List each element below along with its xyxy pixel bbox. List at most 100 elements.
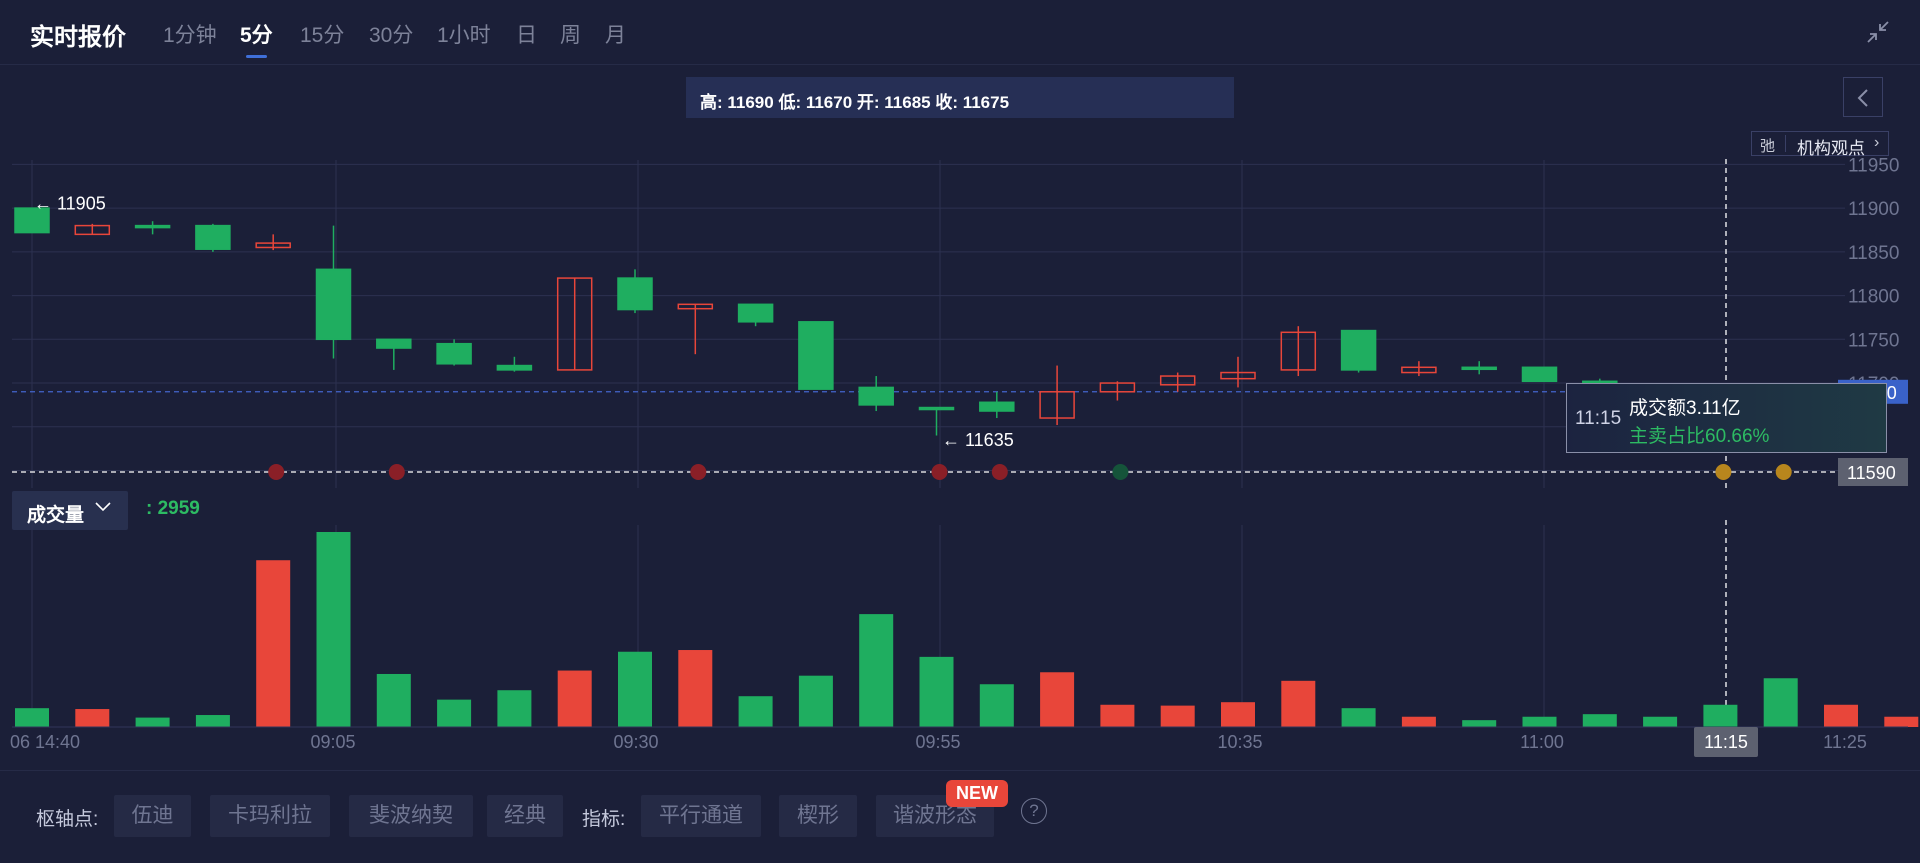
y-tick-label: 11750: [1848, 330, 1899, 351]
crosshair-price-tag-label: 11590: [1847, 463, 1896, 483]
x-tick-label: 10:35: [1217, 732, 1262, 752]
volume-bar: [1522, 716, 1557, 727]
tab-period-7[interactable]: 月: [605, 24, 626, 47]
candle-body: [858, 386, 894, 406]
volume-bar: [738, 696, 773, 727]
volume-bar: [1462, 720, 1497, 727]
x-tick-label: 09:55: [915, 732, 960, 752]
candle-body: [556, 277, 593, 371]
y-tick-label: 11950: [1848, 155, 1899, 176]
institutional-view-button[interactable]: 弛 机构观点 ›: [1751, 131, 1889, 158]
tab-period-6[interactable]: 周: [560, 24, 581, 47]
volume-bar: [919, 656, 954, 727]
chevron-down-icon: [95, 502, 111, 512]
indicator-select-label: 成交量: [27, 505, 85, 526]
institution-icon: 弛: [1760, 138, 1776, 155]
collapse-icon[interactable]: [1866, 20, 1890, 44]
pivot-button-1[interactable]: 卡玛利拉: [210, 795, 330, 837]
volume-bar: [437, 699, 472, 727]
ohlc-info-box: 高: 11690 低: 11670 开: 11685 收: 11675: [686, 77, 1234, 118]
volume-bar: [1341, 708, 1376, 727]
candle-body: [1220, 371, 1256, 380]
event-marker: [690, 464, 707, 480]
candle-body: [134, 224, 171, 229]
divider: [1785, 135, 1786, 152]
volume-value: : 2959: [146, 498, 200, 519]
candle-body: [14, 207, 50, 234]
ohlc-text: 高: 11690 低: 11670 开: 11685 收: 11675: [700, 93, 1010, 112]
indicator-label: 指标:: [582, 809, 626, 830]
volume-bar: [1582, 714, 1617, 727]
tab-period-3[interactable]: 30分: [369, 24, 414, 47]
candle-body: [1461, 366, 1497, 371]
volume-bar: [1160, 705, 1195, 727]
back-button[interactable]: [1843, 77, 1883, 117]
volume-bar: [979, 684, 1014, 727]
tab-period-4[interactable]: 1小时: [437, 24, 491, 47]
candle-body: [74, 224, 111, 236]
indicator-button-1[interactable]: 楔形: [779, 795, 857, 837]
volume-bar: [75, 709, 110, 727]
tab-period-5[interactable]: 日: [516, 24, 537, 47]
volume-bar: [1100, 704, 1135, 727]
volume-bar: [195, 715, 230, 727]
event-marker: [991, 464, 1008, 480]
volume-bar: [859, 614, 894, 727]
x-tick-label: 09:05: [310, 732, 355, 752]
candle-body: [255, 242, 291, 249]
event-marker: [388, 464, 405, 480]
candle-body: [315, 268, 352, 341]
event-marker: [931, 464, 948, 480]
tooltip-turnover: 成交额3.11亿: [1629, 398, 1741, 419]
volume-bar: [1643, 716, 1678, 727]
tab-period-2[interactable]: 15分: [300, 24, 345, 47]
app-title: 实时报价: [30, 24, 126, 51]
low-marker: ← 11635: [942, 430, 1014, 450]
top-bar: [0, 0, 1920, 65]
help-icon[interactable]: ?: [1021, 798, 1047, 824]
volume-bar: [1401, 716, 1436, 727]
tooltip-time: 11:15: [1575, 408, 1622, 429]
event-marker: [1715, 464, 1732, 480]
chevron-right-icon: ›: [1874, 134, 1880, 151]
volume-bar: [1763, 678, 1798, 727]
candle-body: [496, 364, 533, 371]
candle-body: [376, 338, 412, 349]
x-tick-label: 09:30: [613, 732, 658, 752]
volume-chart[interactable]: 06 14:40 09:05 09:30 09:55 10:35 11:00 11:25 11…: [0, 520, 1920, 770]
institutional-view-label: 机构观点: [1797, 139, 1865, 158]
volume-bar: [1040, 672, 1075, 727]
y-tick-label: 11850: [1848, 243, 1899, 264]
candle-tooltip: 11:15 成交额3.11亿 主卖占比60.66%: [1566, 383, 1887, 453]
candle-body: [1401, 366, 1437, 374]
volume-bar: [376, 673, 411, 727]
candle-body: [1521, 366, 1558, 383]
indicator-button-0[interactable]: 平行通道: [641, 795, 761, 837]
pivot-button-0[interactable]: 伍迪: [114, 795, 191, 837]
crosshair-time-label: 11:15: [1704, 732, 1748, 752]
candle-body: [979, 401, 1015, 412]
candle-body: [677, 303, 714, 310]
crosshair-price-tag: [1838, 458, 1908, 486]
event-marker: [268, 464, 285, 480]
crosshair-time-tag: [1694, 727, 1758, 757]
candle-body: [918, 406, 955, 411]
tooltip-sell-ratio: 主卖占比60.66%: [1629, 426, 1770, 447]
event-marker: [1775, 464, 1792, 480]
candle-body: [436, 342, 472, 365]
tab-period-0[interactable]: 1分钟: [163, 24, 217, 47]
volume-bar: [1703, 704, 1738, 727]
pivot-button-2[interactable]: 斐波纳契: [349, 795, 473, 837]
candle-body: [195, 224, 231, 250]
pivot-button-3[interactable]: 经典: [487, 795, 563, 837]
indicator-select[interactable]: 成交量: [12, 491, 128, 530]
volume-bar: [618, 651, 652, 727]
event-marker: [1112, 464, 1129, 480]
volume-bar: [1221, 702, 1255, 727]
tab-period-1[interactable]: 5分: [240, 19, 273, 58]
volume-bar: [798, 675, 833, 727]
candle-body: [1099, 382, 1136, 393]
volume-bar: [15, 708, 49, 727]
volume-bar: [1884, 716, 1919, 727]
x-tick-label: 11:00: [1520, 732, 1564, 752]
